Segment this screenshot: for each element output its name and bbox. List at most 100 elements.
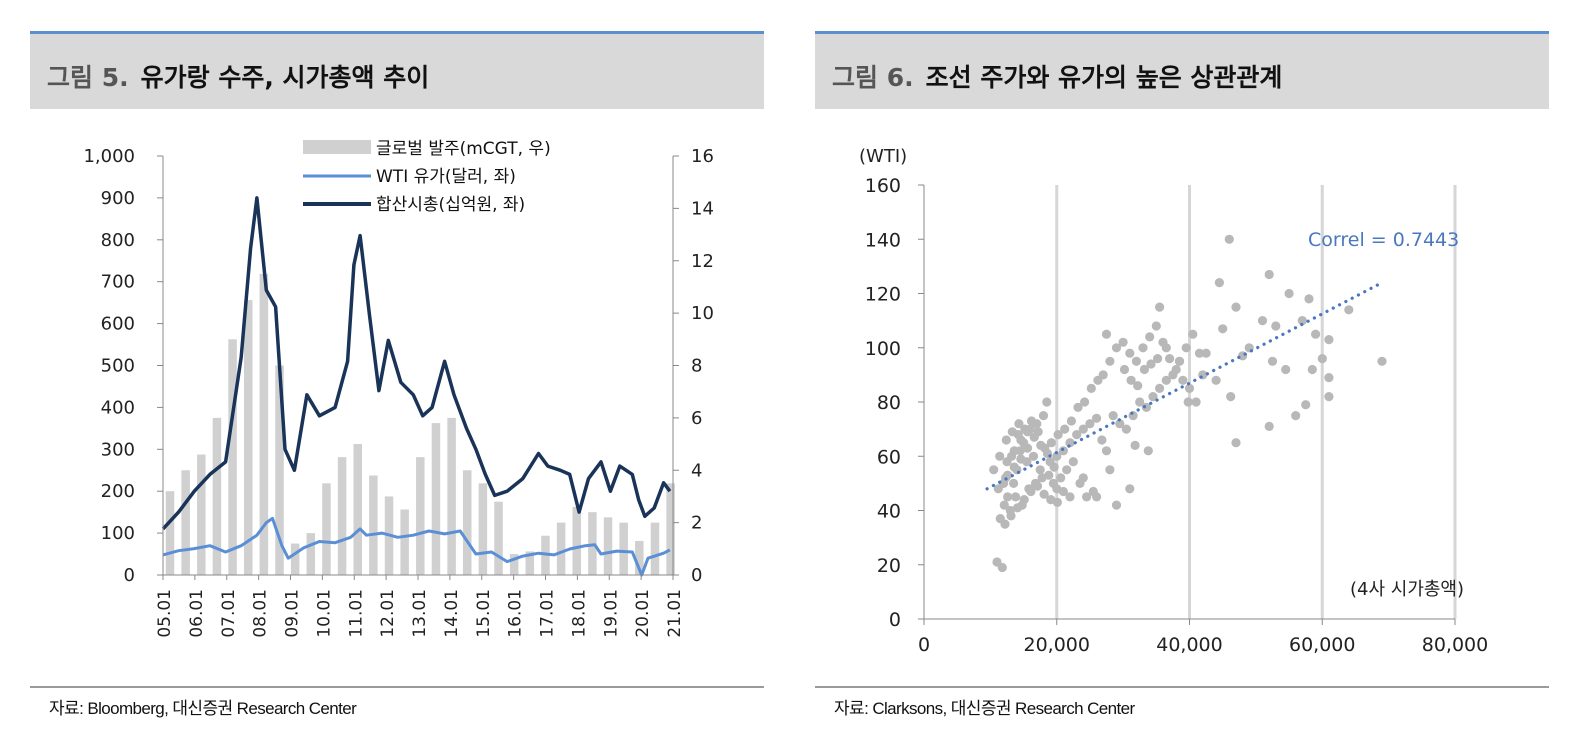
orders-bar: [290, 543, 300, 575]
scatter-point: [1139, 364, 1149, 375]
scatter-point: [1013, 503, 1023, 513]
chart-legend: 글로벌 발주(mCGT, 우) WTI 유가(달러, 좌) 합산시총(십억원, …: [303, 139, 551, 215]
left-y-tick-label: 1,000: [83, 146, 135, 167]
scatter-point: [997, 562, 1007, 573]
scatter-point: [1264, 269, 1274, 280]
scatter-point: [1022, 443, 1033, 453]
scatter-y-tick-label: 120: [865, 284, 901, 306]
x-tick-label: 14.01: [442, 589, 462, 638]
scatter-point: [1086, 383, 1096, 393]
x-tick-label: 13.01: [410, 589, 430, 638]
left-y-tick-label: 300: [101, 439, 135, 460]
left-y-tick-label: 500: [101, 356, 135, 377]
scatter-point: [1184, 383, 1195, 393]
orders-bar: [635, 540, 644, 575]
line-bar-chart: 1,00090080070060050040030020010001614121…: [83, 139, 713, 638]
scatter-point: [1003, 492, 1013, 502]
orders-bar: [197, 454, 206, 575]
orders-bar: [212, 417, 222, 575]
x-tick-label: 16.01: [506, 589, 526, 638]
scatter-point: [1168, 370, 1178, 380]
left-y-tick-label: 400: [101, 397, 135, 418]
scatter-point: [1052, 451, 1062, 461]
orders-bar: [228, 339, 237, 575]
scatter-y-tick-label: 80: [877, 392, 901, 414]
orders-bar: [306, 533, 316, 575]
scatter-y-tick-label: 20: [877, 555, 901, 577]
scatter-point: [1281, 364, 1291, 375]
figure-5-title: 그림 5. 유가랑 수주, 시가총액 추이: [47, 58, 429, 94]
scatter-point: [1161, 343, 1171, 353]
scatter-point: [1006, 511, 1016, 521]
scatter-point: [1073, 402, 1083, 412]
figure-5-title-bar: 그림 5. 유가랑 수주, 시가총액 추이: [30, 31, 764, 109]
scatter-point: [1198, 370, 1208, 380]
scatter-point: [1125, 348, 1135, 358]
orders-bar: [353, 444, 362, 575]
scatter-point: [1111, 343, 1122, 353]
scatter-point: [1231, 438, 1241, 448]
scatter-point: [1115, 419, 1125, 429]
x-tick-label: 08.01: [251, 589, 271, 638]
orders-bar: [650, 522, 660, 575]
scatter-point: [1131, 356, 1141, 366]
scatter-point: [1080, 397, 1090, 407]
scatter-point: [1148, 392, 1158, 402]
figure-6-divider: [815, 686, 1549, 688]
scatter-point: [1028, 451, 1039, 461]
scatter-point: [1082, 492, 1092, 502]
scatter-point: [1125, 484, 1135, 494]
right-y-tick-label: 2: [691, 513, 702, 534]
scatter-point: [1002, 457, 1012, 467]
scatter-point: [1097, 435, 1107, 445]
scatter-point: [1271, 321, 1281, 331]
figure-6-label: 그림 6.: [832, 63, 914, 92]
scatter-point: [995, 451, 1005, 461]
right-y-tick-label: 6: [691, 408, 702, 429]
figure-6-source: 자료: Clarksons, 대신증권 Research Center: [834, 699, 1135, 718]
scatter-point: [1138, 343, 1148, 353]
x-tick-label: 21.01: [665, 589, 685, 638]
scatter-point: [1101, 329, 1112, 339]
figure-5-divider: [30, 686, 764, 688]
scatter-point: [1146, 359, 1156, 369]
scatter-point: [1019, 495, 1029, 505]
scatter-point: [1257, 316, 1268, 326]
scatter-point: [1032, 481, 1043, 491]
orders-bars: [165, 273, 675, 575]
scatter-point: [1143, 446, 1153, 456]
scatter-point: [1121, 424, 1131, 434]
scatter-point: [1111, 500, 1122, 510]
scatter-point: [1317, 354, 1327, 364]
scatter-y-tick-label: 140: [865, 229, 901, 251]
legend-label-orders: 글로벌 발주(mCGT, 우): [376, 139, 551, 159]
orders-bar: [400, 509, 409, 575]
orders-bar: [322, 483, 331, 575]
left-y-tick-label: 800: [101, 230, 135, 251]
scatter-point: [1060, 424, 1070, 434]
orders-bar: [431, 423, 441, 575]
orders-bar: [603, 517, 613, 575]
orders-bar: [525, 551, 535, 575]
scatter-point: [1130, 440, 1140, 450]
right-y-tick-label: 0: [691, 565, 702, 586]
orders-bar: [275, 365, 284, 575]
scatter-point: [1135, 397, 1145, 407]
scatter-point: [1085, 419, 1095, 429]
scatter-point: [1324, 392, 1334, 402]
scatter-point: [1191, 397, 1201, 407]
orders-bar: [337, 457, 347, 575]
scatter-point: [1026, 486, 1036, 497]
scatter-point: [1011, 492, 1021, 502]
scatter-point: [1105, 465, 1115, 475]
scatter-point: [1178, 375, 1188, 385]
scatter-point: [1092, 413, 1102, 423]
scatter-point: [1062, 465, 1072, 475]
scatter-point: [1072, 430, 1082, 440]
scatter-point: [1009, 462, 1019, 472]
scatter-point: [1284, 288, 1294, 299]
scatter-point: [1224, 234, 1234, 244]
mcap-line: [161, 196, 672, 531]
scatter-point: [1324, 373, 1334, 383]
scatter-point: [1301, 400, 1311, 410]
